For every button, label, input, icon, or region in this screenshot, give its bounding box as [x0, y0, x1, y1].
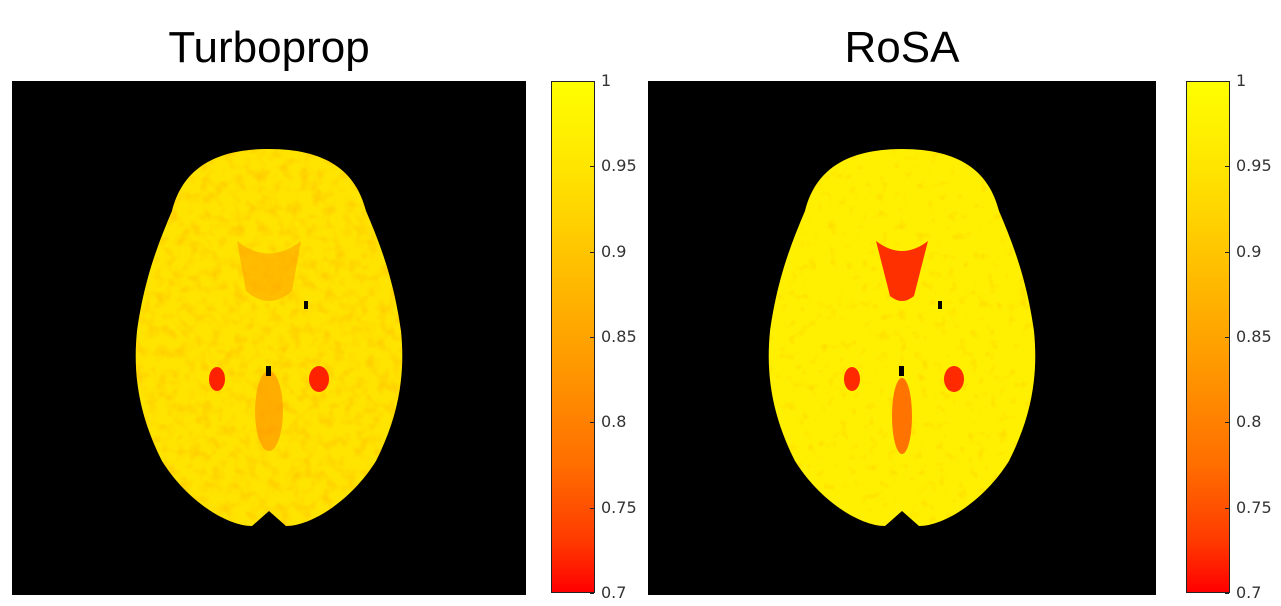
colorbar-ticks-turboprop: 1 0.95 0.9 0.85 0.8 0.75 0.7: [589, 71, 655, 602]
colorbar-tick: 1: [589, 71, 611, 91]
colorbar-tick: 0.8: [589, 412, 626, 432]
colorbar-tick: 0.9: [589, 242, 626, 262]
brain-image-turboprop: [135, 149, 403, 526]
colorbar-turboprop: [551, 81, 595, 593]
colorbar-tick: 0.85: [590, 327, 637, 347]
colorbar-tick: 0.9: [1224, 242, 1261, 262]
colorbar-ticks-rosa: 1 0.95 0.9 0.85 0.8 0.75 0.7: [1224, 71, 1281, 602]
brain-map-turboprop: [12, 81, 526, 595]
colorbar-tick: 0.7: [589, 583, 626, 603]
colorbar-tick: 0.95: [590, 156, 637, 176]
colorbar-tick: 1: [1224, 71, 1246, 91]
colorbar-tick: 0.75: [590, 498, 637, 518]
brain-map-rosa: [648, 81, 1156, 595]
colorbar-tick: 0.8: [1224, 412, 1261, 432]
colorbar-tick: 0.75: [1225, 498, 1272, 518]
colorbar-rosa: [1186, 81, 1230, 593]
panel-title-turboprop: Turboprop: [168, 23, 370, 72]
colorbar-tick: 0.95: [1225, 156, 1272, 176]
colorbar-tick: 0.7: [1224, 583, 1261, 603]
colorbar-tick: 0.85: [1225, 327, 1272, 347]
brain-image-rosa: [768, 149, 1036, 526]
panel-title-rosa: RoSA: [844, 23, 960, 72]
